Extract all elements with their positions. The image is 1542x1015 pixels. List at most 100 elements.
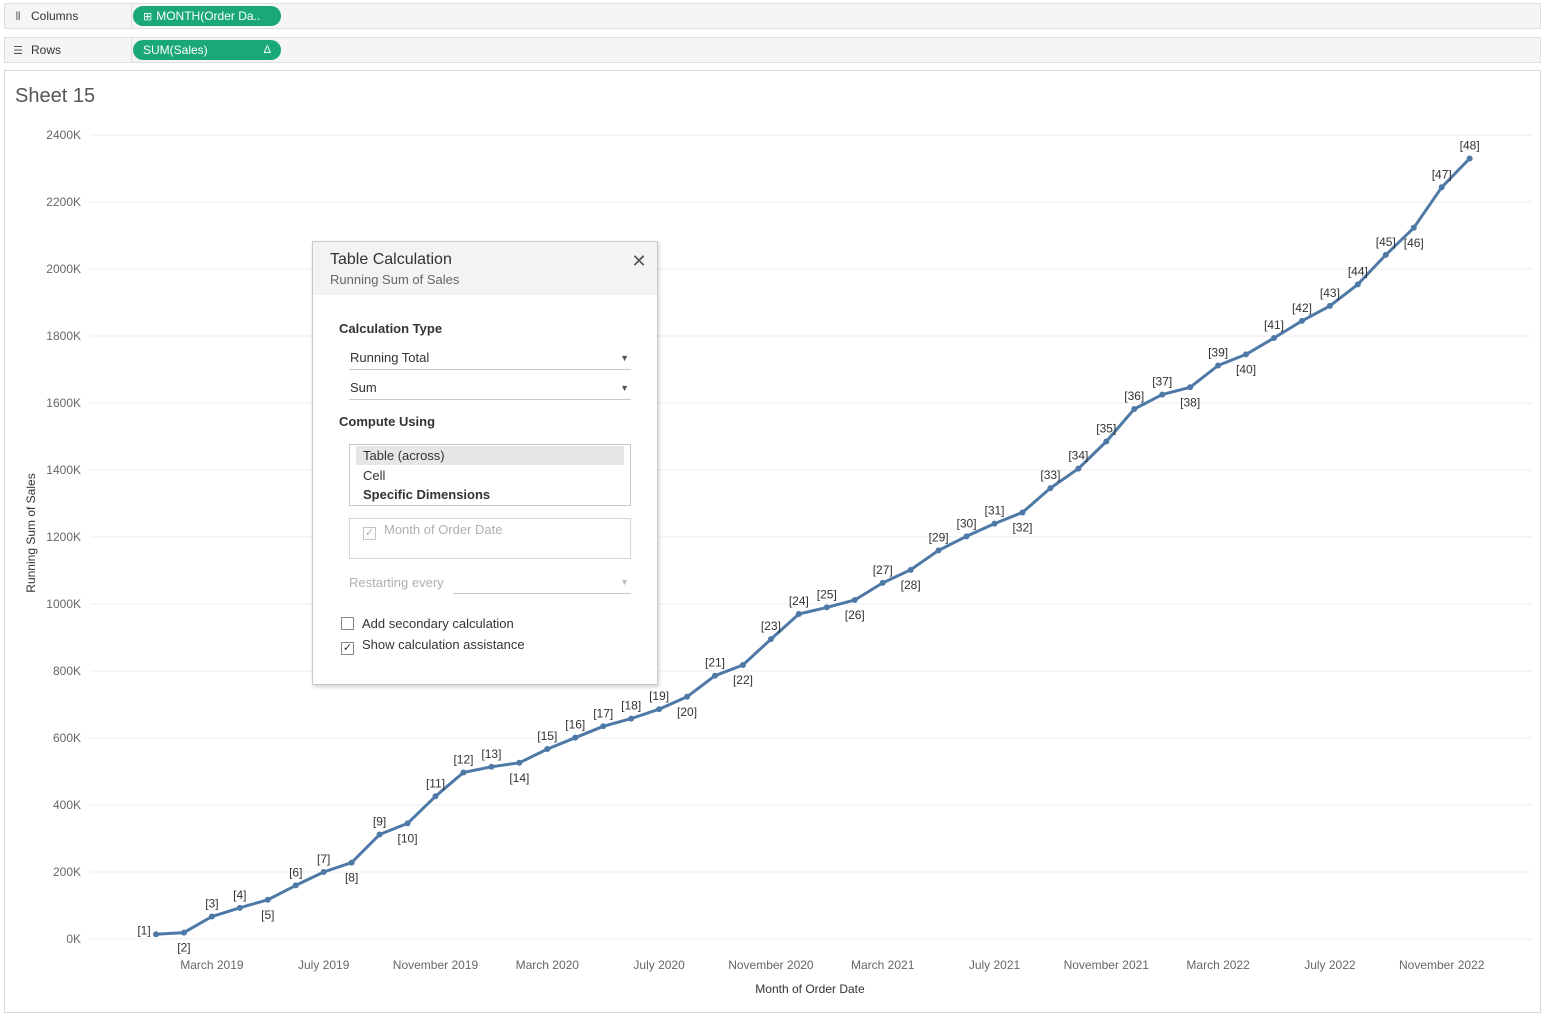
compute-option-cell[interactable]: Cell (363, 468, 386, 483)
data-point (712, 672, 718, 679)
secondary-calc-checkbox[interactable] (341, 617, 354, 630)
x-tick-label: November 2022 (1399, 958, 1485, 972)
data-point (1354, 281, 1361, 288)
data-point (1187, 384, 1194, 391)
data-point (795, 611, 802, 618)
data-label: [17] (593, 706, 613, 720)
expand-field-icon[interactable]: ⊞ (143, 11, 153, 23)
compute-option-specific-dimensions[interactable]: Specific Dimensions (363, 487, 491, 502)
rows-pill-text: SUM(Sales) (143, 43, 208, 57)
calc-assistance-checkbox[interactable]: ✓ (341, 642, 354, 655)
data-label: [32] (1012, 521, 1032, 535)
data-point (851, 596, 858, 603)
columns-shelf-label: ⫴ Columns (5, 4, 132, 28)
aggregation-value: Sum (350, 380, 377, 395)
data-point (208, 913, 215, 920)
series-line (154, 157, 1472, 936)
data-point (488, 763, 495, 770)
y-tick-label: 1000K (46, 597, 81, 611)
dialog-header: Table Calculation Running Sum of Sales ✕ (313, 242, 657, 295)
y-tick-label: 2400K (46, 128, 81, 142)
x-tick-label: March 2020 (516, 958, 580, 972)
calc-assistance-label: Show calculation assistance (362, 637, 525, 652)
dimension-item: ✓ Month of Order Date (363, 523, 503, 540)
line-chart: 0K 200K 400K 600K 800K 1000K 1200K 1400K 1600K 18… (24, 128, 1532, 996)
data-label: [18] (621, 699, 641, 713)
dimension-checkbox: ✓ (363, 527, 376, 540)
x-tick-label: July 2020 (633, 958, 685, 972)
data-label: [45] (1376, 235, 1396, 249)
x-tick-label: March 2021 (851, 958, 915, 972)
x-tick-label: November 2021 (1064, 958, 1150, 972)
data-label: [5] (261, 908, 274, 922)
y-axis-title: Running Sum of Sales (24, 473, 38, 592)
y-tick-label: 400K (53, 798, 81, 812)
data-label: [19] (649, 689, 669, 703)
data-point (1271, 335, 1277, 342)
data-point (180, 929, 187, 936)
data-point (1075, 465, 1082, 472)
data-point (907, 566, 914, 573)
data-label: [13] (481, 747, 501, 761)
x-tick-label: March 2019 (180, 958, 244, 972)
data-point (516, 759, 523, 766)
dialog-title: Table Calculation (330, 251, 452, 268)
y-tick-label: 1600K (46, 396, 81, 410)
table-calculation-dialog: Table Calculation Running Sum of Sales ✕… (312, 241, 658, 685)
calculation-type-value: Running Total (350, 350, 430, 365)
calc-assistance-row[interactable]: ✓ Show calculation assistance (341, 637, 525, 655)
data-label: [29] (929, 530, 949, 544)
x-tick-label: July 2021 (969, 958, 1021, 972)
columns-shelf: ⫴ Columns ⊞ MONTH(Order Da.. (4, 3, 1541, 29)
data-label: [10] (398, 831, 418, 845)
y-tick-label: 1200K (46, 530, 81, 544)
compute-option-table-across[interactable]: Table (across) (356, 446, 624, 465)
data-label: [38] (1180, 395, 1200, 409)
data-label: [8] (345, 871, 358, 885)
data-point (236, 904, 243, 911)
data-label: [20] (677, 705, 697, 719)
aggregation-select[interactable]: Sum ▼ (349, 376, 631, 400)
y-tick-label: 600K (53, 731, 81, 745)
data-point (292, 882, 299, 889)
data-label: [30] (957, 516, 977, 530)
data-point (544, 746, 551, 753)
data-point (823, 604, 830, 611)
table-calc-delta-icon: Δ (263, 44, 271, 56)
data-point (1410, 224, 1417, 231)
y-tick-label: 2000K (46, 262, 81, 276)
caret-down-icon: ▼ (620, 577, 629, 587)
y-tick-label: 1800K (46, 329, 81, 343)
data-point (1131, 406, 1138, 413)
x-tick-label: July 2019 (298, 958, 350, 972)
columns-pill[interactable]: ⊞ MONTH(Order Da.. (133, 6, 281, 26)
data-point (767, 636, 774, 643)
rows-icon: ☰ (13, 45, 23, 57)
sheet-title: Sheet 15 (15, 85, 96, 107)
data-label: [37] (1152, 375, 1172, 389)
secondary-calc-row[interactable]: Add secondary calculation (341, 616, 514, 631)
data-point (656, 706, 663, 713)
caret-down-icon: ▼ (620, 383, 629, 393)
calculation-type-label: Calculation Type (339, 321, 443, 336)
restarting-every-select: ▼ (453, 570, 631, 594)
data-point (320, 869, 327, 875)
columns-label-text: Columns (31, 9, 79, 23)
data-label: [46] (1404, 236, 1424, 250)
y-tick-label: 800K (53, 664, 81, 678)
calculation-type-select[interactable]: Running Total ▼ (349, 346, 631, 370)
data-label: [28] (901, 578, 921, 592)
rows-pill[interactable]: SUM(Sales) Δ (133, 40, 281, 60)
data-point (376, 831, 383, 838)
x-tick-label: July 2022 (1304, 958, 1356, 972)
x-axis-title: Month of Order Date (755, 982, 865, 996)
data-point (628, 715, 635, 722)
close-icon[interactable]: ✕ (631, 251, 647, 271)
data-point (348, 859, 355, 866)
x-tick-label: November 2020 (728, 958, 814, 972)
data-point (1438, 184, 1445, 191)
data-point (460, 769, 467, 776)
data-point (153, 931, 159, 938)
data-label: [41] (1264, 318, 1284, 332)
data-label: [35] (1096, 422, 1116, 436)
